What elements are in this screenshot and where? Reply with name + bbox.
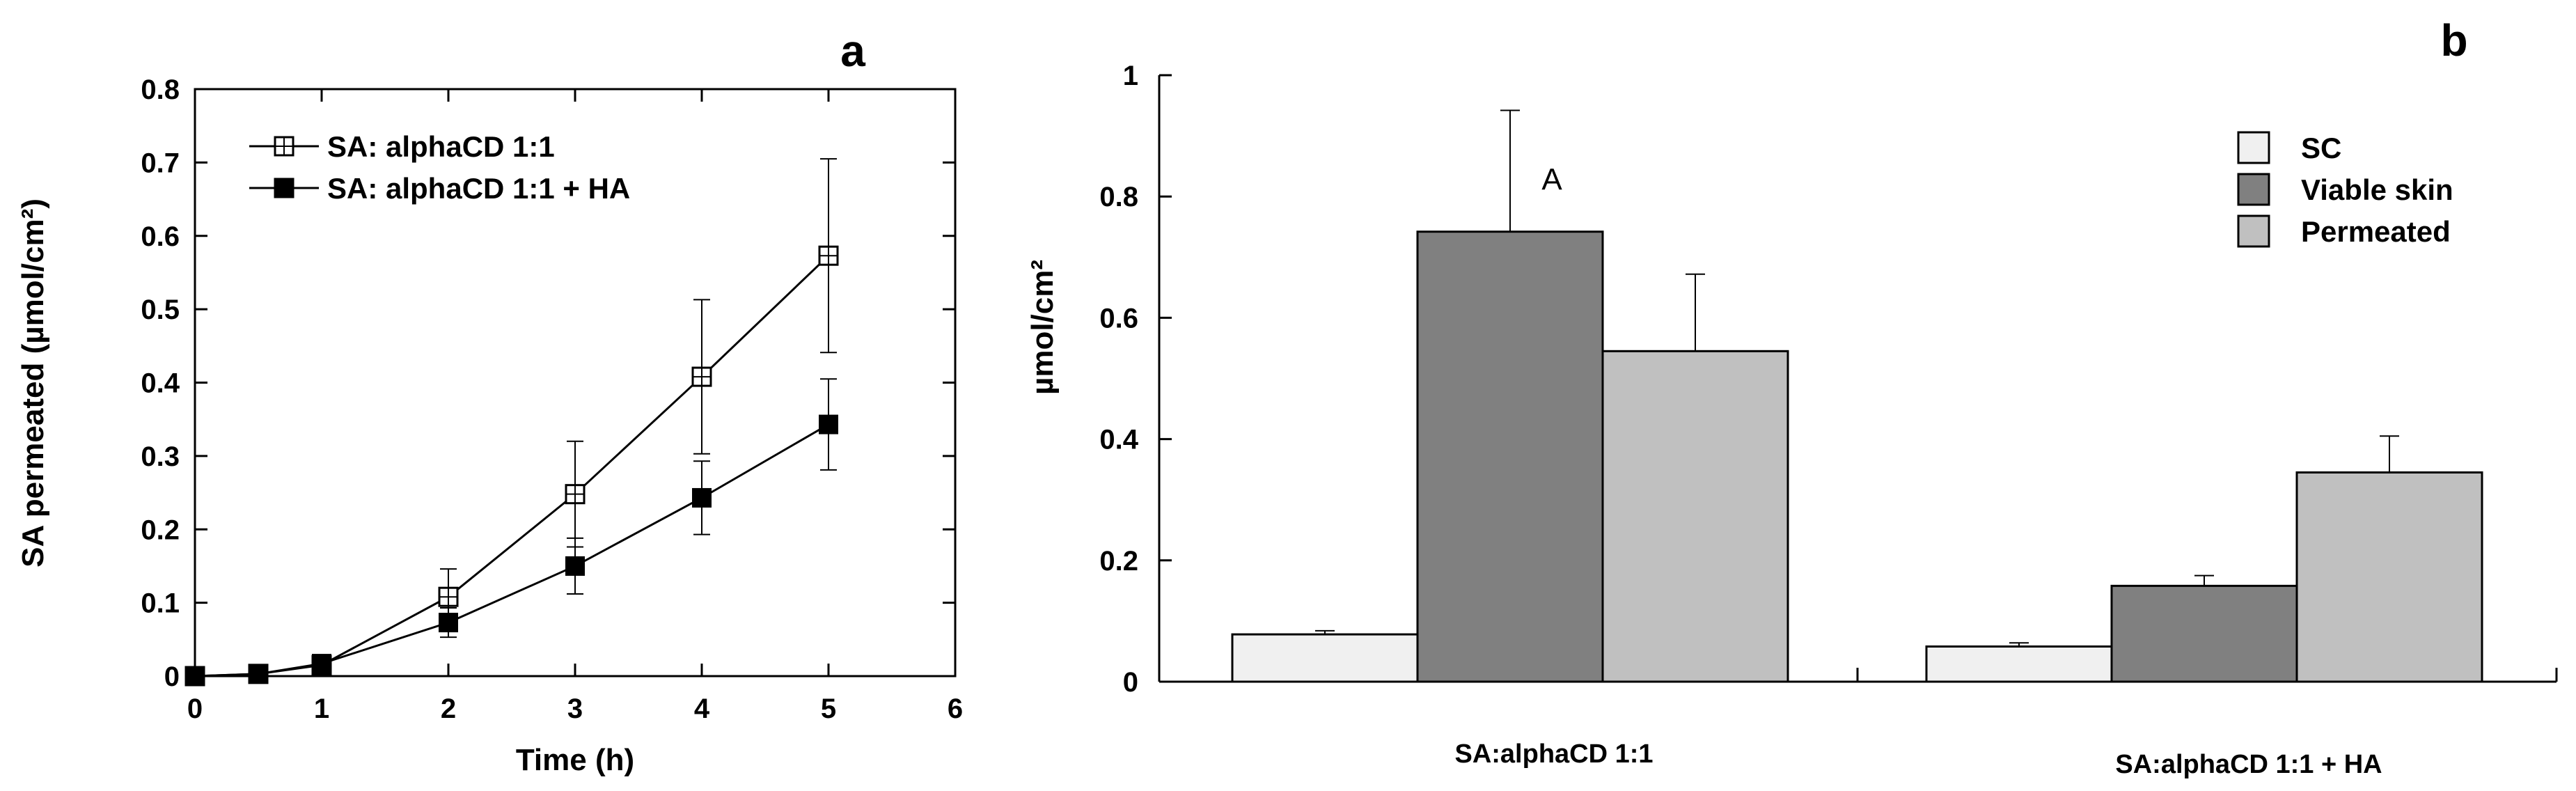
x-tick-label: 1	[314, 694, 329, 724]
data-point	[565, 556, 585, 576]
panel-b-legend: SC Viable skin Permeated	[2237, 131, 2453, 248]
y-tick-label: 0.2	[141, 515, 180, 545]
x-tick-label: 0	[187, 694, 203, 724]
panel-b-y-axis-title: µmol/cm²	[1026, 260, 1060, 395]
legend-swatch-viable-skin	[2237, 173, 2270, 206]
legend-label-series-2: SA: alphaCD 1:1 + HA	[327, 172, 630, 205]
legend-item-series-2: SA: alphaCD 1:1 + HA	[249, 172, 630, 205]
panel-a-ticks: 0 1 2 3 4 5 6 0 0.1 0.2 0.3 0.4 0.5 0.6 0.7 0.8	[141, 75, 963, 724]
y-tick-label: 1	[1123, 61, 1138, 91]
data-point	[692, 487, 712, 508]
panel-b-bars: A	[1231, 109, 2483, 683]
panel-a-series	[184, 158, 839, 687]
data-point	[819, 414, 838, 434]
legend-label-viable-skin: Viable skin	[2301, 173, 2453, 206]
y-tick-label: 0.7	[141, 148, 180, 178]
panel-b-bar-chart: b 0 0.2 0.4 0.6 0.8 1 A SA:alphaCD 1:1 SA:alp…	[1026, 15, 2558, 779]
panel-b-ticks: 0 0.2 0.4 0.6 0.8 1	[1099, 61, 1172, 698]
data-point	[438, 586, 459, 607]
bar	[2295, 471, 2483, 683]
legend-swatch-sc	[2237, 131, 2270, 164]
bar	[2110, 584, 2298, 683]
y-tick-label: 0.3	[141, 441, 180, 472]
y-tick-label: 0.2	[1099, 546, 1138, 577]
data-point	[439, 613, 458, 633]
bar	[1925, 645, 2113, 683]
data-point	[185, 666, 205, 686]
x-tick-label: 4	[694, 694, 710, 724]
data-point	[565, 484, 586, 505]
data-point	[818, 245, 839, 266]
series-1	[184, 158, 839, 687]
panel-a-y-axis-title: SA permeated (µmol/cm²)	[16, 198, 50, 567]
category-label-2: SA:alphaCD 1:1 + HA	[2115, 750, 2382, 779]
y-tick-label: 0.8	[1099, 182, 1138, 212]
x-tick-label: 5	[821, 694, 836, 724]
data-point	[691, 366, 712, 387]
y-tick-label: 0.8	[141, 75, 180, 105]
panel-a-line-chart: a 0 1 2 3 4 5 6 0 0.1 0.2 0.3 0.4 0.5 0.6 0.7 0.8 Time …	[16, 26, 963, 777]
series-line	[194, 423, 829, 678]
panel-a-x-axis-title: Time (h)	[516, 743, 634, 777]
panel-a-legend: SA: alphaCD 1:1 SA: alphaCD 1:1 + HA	[249, 130, 630, 205]
y-tick-label: 0.6	[141, 221, 180, 252]
series-line	[194, 255, 830, 678]
y-tick-label: 0.5	[141, 295, 180, 325]
y-tick-label: 0.4	[1099, 425, 1138, 455]
panel-b-letter: b	[2440, 15, 2467, 65]
bar	[1601, 350, 1789, 683]
legend-label-permeated: Permeated	[2301, 215, 2451, 248]
y-tick-label: 0.1	[141, 588, 180, 619]
bar	[1416, 230, 1604, 683]
data-point	[249, 664, 268, 684]
y-tick-label: 0.6	[1099, 303, 1138, 334]
panel-b-category-labels: SA:alphaCD 1:1 SA:alphaCD 1:1 + HA	[1454, 739, 2382, 779]
y-tick-label: 0	[1123, 667, 1138, 698]
y-tick-label: 0	[164, 661, 180, 692]
bar-group-2	[1925, 435, 2483, 683]
legend-marker-filled-square	[274, 178, 294, 198]
y-tick-label: 0.4	[141, 368, 180, 399]
bar-annotation: A	[1541, 163, 1562, 197]
x-tick-label: 3	[567, 694, 583, 724]
x-tick-label: 2	[441, 694, 456, 724]
panel-a-letter: a	[840, 26, 865, 76]
bar-group-1	[1231, 109, 1789, 683]
category-label-1: SA:alphaCD 1:1	[1454, 739, 1653, 769]
x-tick-label: 6	[948, 694, 963, 724]
legend-label-sc: SC	[2301, 132, 2341, 164]
series-2	[185, 378, 838, 686]
legend-label-series-1: SA: alphaCD 1:1	[327, 130, 555, 163]
data-point	[312, 654, 331, 674]
legend-item-series-1: SA: alphaCD 1:1	[249, 130, 555, 163]
legend-swatch-permeated	[2237, 214, 2270, 248]
bar	[1231, 633, 1419, 683]
